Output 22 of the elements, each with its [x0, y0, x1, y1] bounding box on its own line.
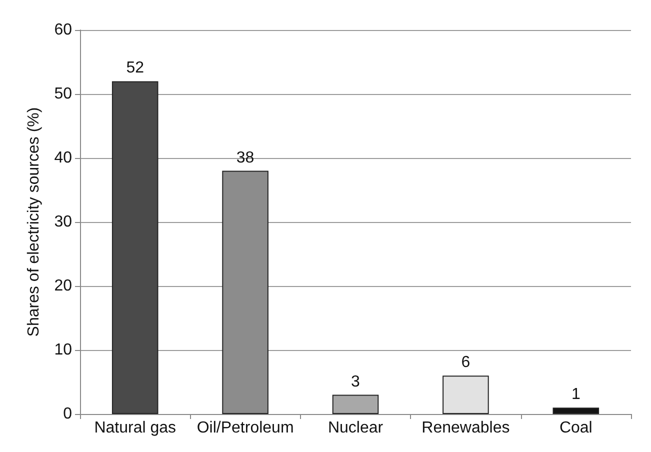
data-label: 6: [461, 354, 470, 372]
y-tick-label: 50: [54, 86, 72, 102]
y-tick-label: 40: [54, 150, 72, 166]
bar: [442, 376, 489, 414]
data-label: 3: [351, 373, 360, 390]
bar: [552, 408, 600, 414]
bar: [112, 81, 158, 414]
x-tick-label: Coal: [559, 420, 592, 436]
data-label: 38: [236, 149, 254, 166]
y-tick-label: 0: [63, 406, 72, 422]
y-axis-title: Shares of electricity sources (%): [26, 107, 42, 337]
bar: [332, 394, 379, 414]
x-tick-label: Natural gas: [94, 420, 176, 436]
x-tick-label: Oil/Petroleum: [196, 420, 294, 436]
y-tick-label: 60: [54, 22, 72, 38]
y-tick-label: 30: [54, 214, 72, 230]
x-tick-label: Nuclear: [328, 420, 384, 436]
x-tick-label: Renewables: [422, 420, 510, 436]
data-label: 1: [571, 386, 580, 404]
y-tick-label: 20: [54, 278, 72, 294]
y-tick-label: 10: [54, 342, 72, 358]
data-label: 52: [126, 60, 144, 77]
